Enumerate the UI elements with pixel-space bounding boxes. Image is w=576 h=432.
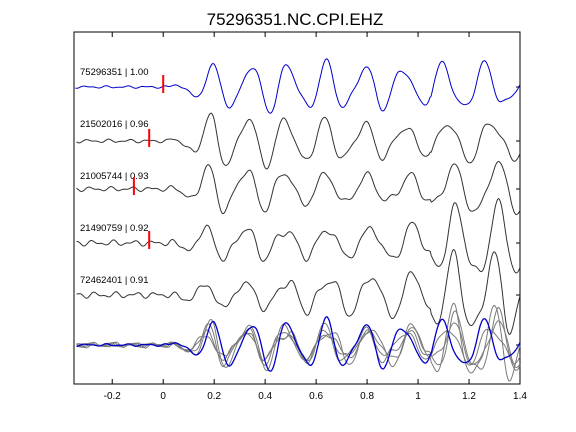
trace-line xyxy=(76,197,521,274)
overlay-reference-line xyxy=(76,316,521,372)
trace-line xyxy=(75,58,521,114)
x-tick-label: 0.4 xyxy=(258,391,272,402)
x-tick-label: 1 xyxy=(415,391,421,402)
trace-labels: 75296351 | 1.00 21502016 | 0.96 21005744 |… xyxy=(80,67,149,286)
waveform-traces xyxy=(75,58,521,336)
trace-label: 21005744 | 0.93 xyxy=(80,171,149,182)
trace-label: 72462401 | 0.91 xyxy=(80,275,149,286)
waveform-overlay xyxy=(76,302,521,382)
x-tick-label: 0.2 xyxy=(207,391,221,402)
trace-line xyxy=(76,112,521,170)
trace-line xyxy=(76,160,521,216)
trace-label: 21502016 | 0.96 xyxy=(80,119,149,130)
x-tick-label: 0.8 xyxy=(360,391,374,402)
x-tick-label: 1.4 xyxy=(513,391,527,402)
x-tick-label: 0.6 xyxy=(309,391,323,402)
x-axis: -0.2 0 0.2 0.4 0.6 0.8 1 1.2 1.4 xyxy=(104,32,527,402)
x-tick-label: 0 xyxy=(160,391,166,402)
plot-frame xyxy=(73,31,521,385)
overlay-trace-line xyxy=(76,302,521,382)
trace-line xyxy=(76,248,521,336)
trace-label: 21490759 | 0.92 xyxy=(80,223,149,234)
chart-title: 75296351.NC.CPI.EHZ xyxy=(207,10,384,29)
x-tick-label: 1.2 xyxy=(462,391,476,402)
trace-label: 75296351 | 1.00 xyxy=(80,67,149,78)
pick-markers xyxy=(132,75,165,249)
overlay-trace-line xyxy=(76,306,521,371)
x-tick-label: -0.2 xyxy=(104,391,122,402)
